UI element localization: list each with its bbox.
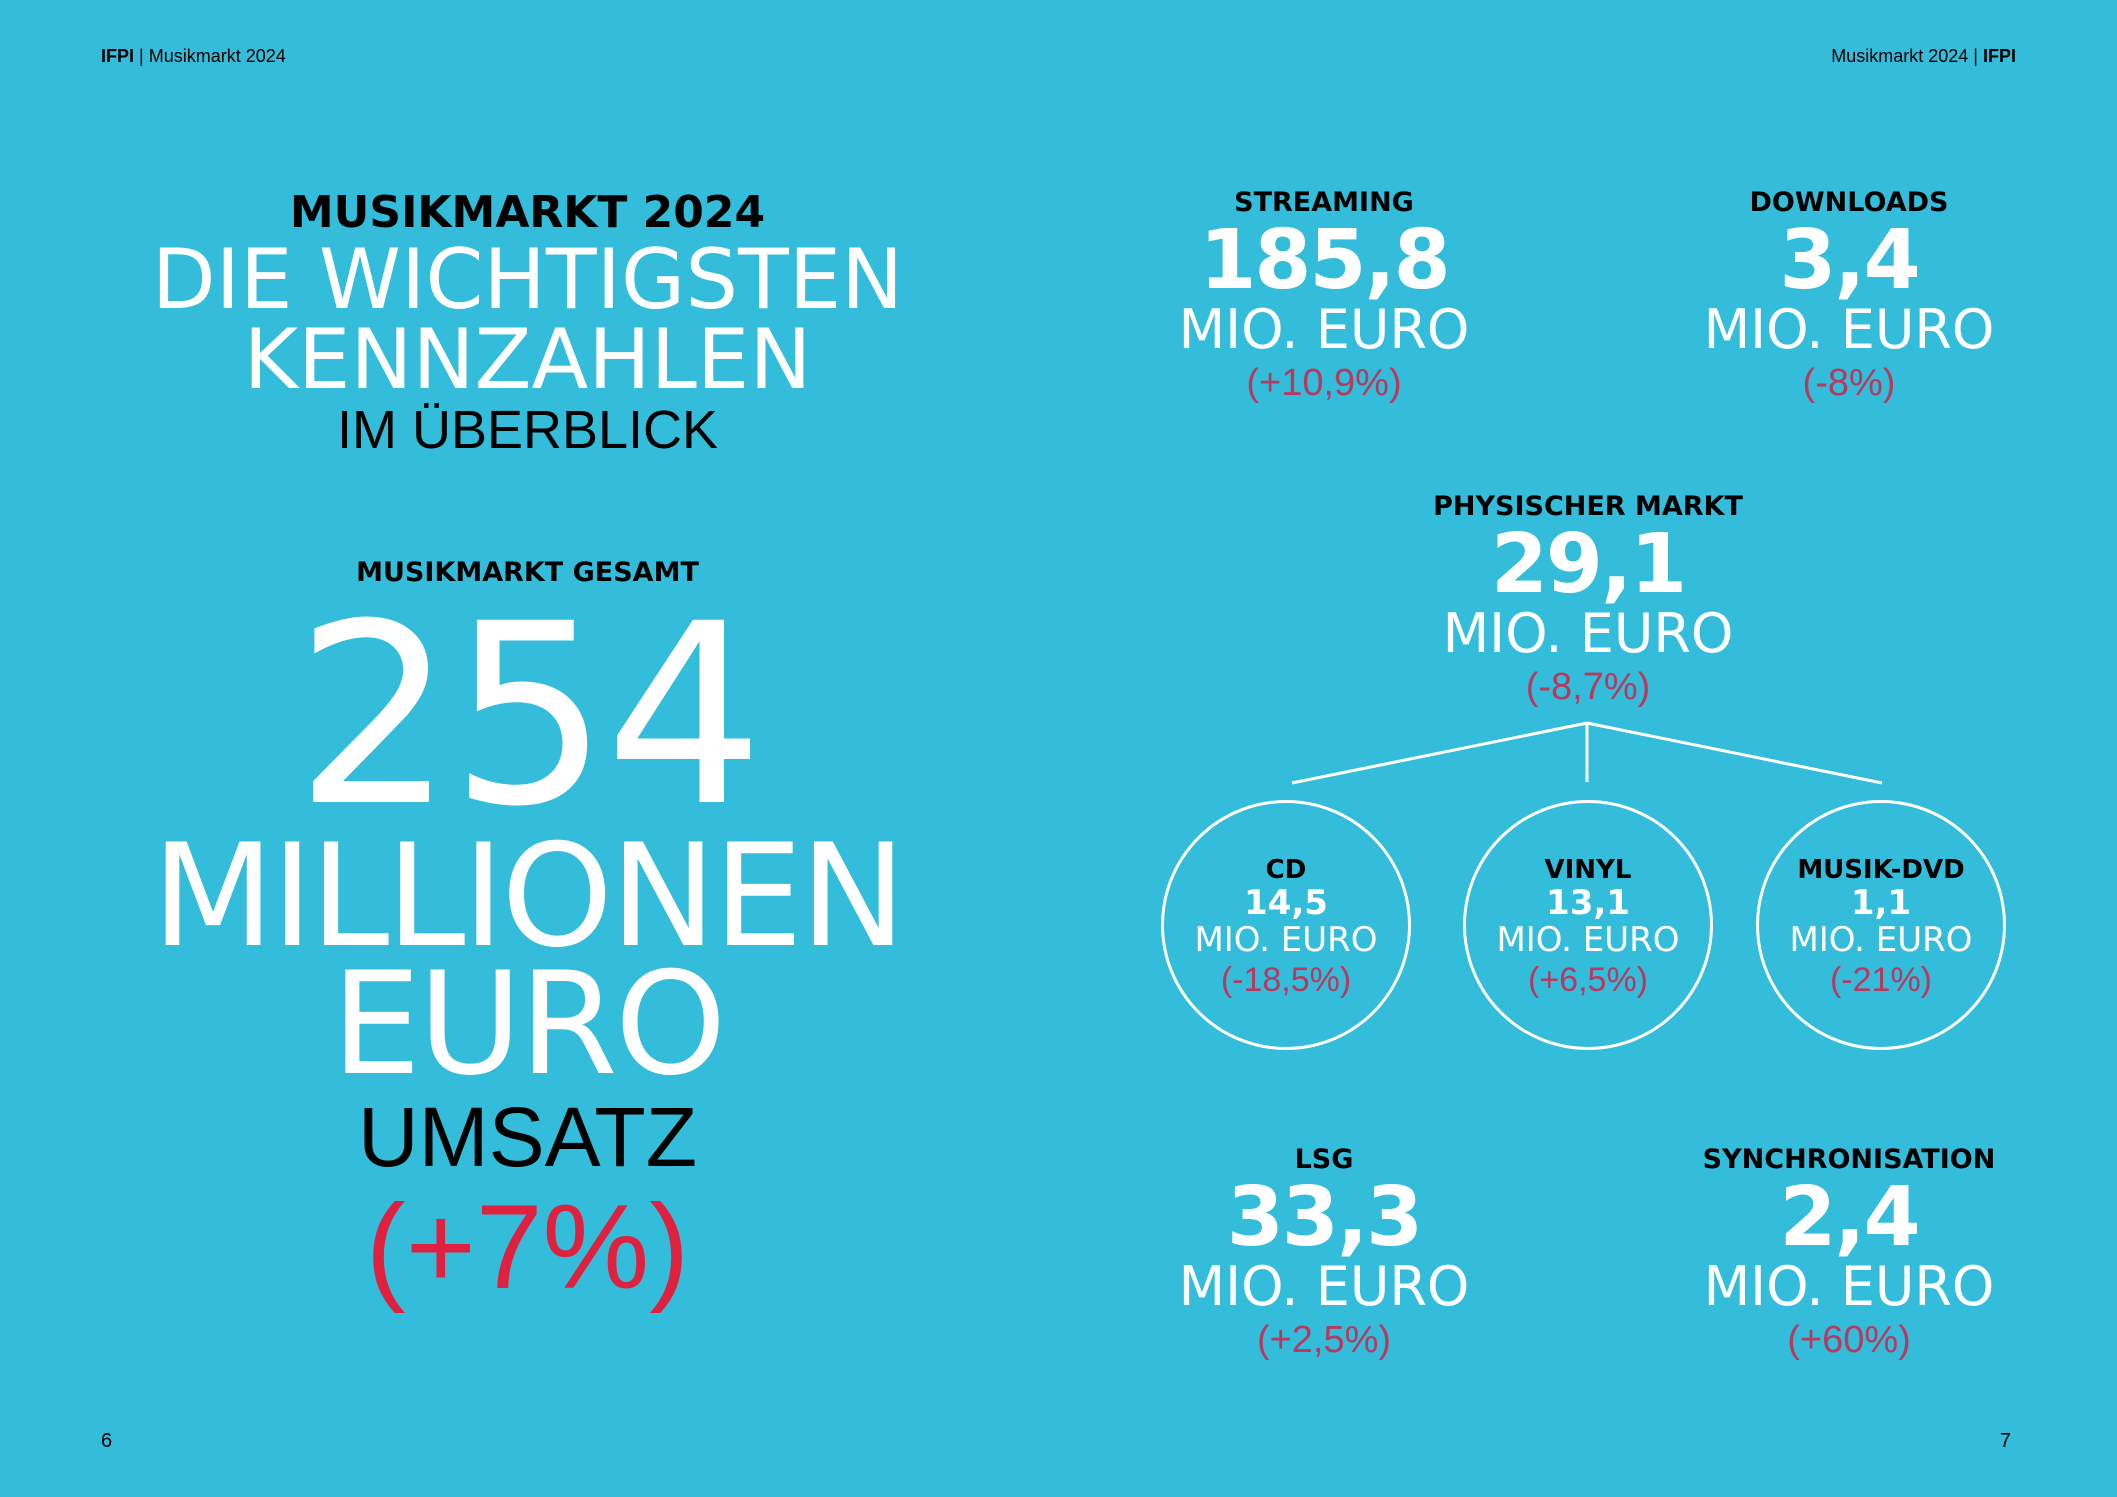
total-word: UMSATZ xyxy=(357,1090,698,1184)
kpi-unit: MIO. EURO xyxy=(1178,1255,1470,1318)
kpi-value: 3,4 xyxy=(1779,213,1920,308)
header-left: IFPI | Musikmarkt 2024 xyxy=(101,46,286,66)
kpi-streaming: STREAMING 185,8 MIO. EURO (+10,9%) xyxy=(1134,186,1514,408)
kpi-synchronisation: SYNCHRONISATION 2,4 MIO. EURO (+60%) xyxy=(1659,1143,2039,1365)
circle-value: 1,1 xyxy=(1850,883,1912,923)
kpi-label: LSG xyxy=(1294,1144,1354,1175)
kpi-unit: MIO. EURO xyxy=(1703,1255,1995,1318)
kpi-value: 33,3 xyxy=(1226,1170,1423,1265)
kpi-unit: MIO. EURO xyxy=(1442,602,1734,665)
connector-line-cd xyxy=(1291,721,1588,785)
kpi-change: (+2,5%) xyxy=(1256,1319,1392,1361)
kpi-downloads: DOWNLOADS 3,4 MIO. EURO (-8%) xyxy=(1659,186,2039,408)
kpi-label: STREAMING xyxy=(1234,187,1414,218)
total-unit-millionen: MILLIONEN xyxy=(151,814,906,979)
total-value: 254 xyxy=(294,570,764,861)
kpi-unit: MIO. EURO xyxy=(1178,298,1470,361)
circle-change: (-21%) xyxy=(1829,961,1933,999)
circle-change: (-18,5%) xyxy=(1220,961,1352,999)
kpi-change: (-8%) xyxy=(1802,362,1896,404)
kpi-unit: MIO. EURO xyxy=(1703,298,1995,361)
circle-label: CD xyxy=(1265,855,1307,885)
header-title: Musikmarkt 2024 xyxy=(148,46,286,66)
kpi-label: SYNCHRONISATION xyxy=(1702,1144,1996,1175)
kpi-change: (+10,9%) xyxy=(1246,362,1402,404)
circle-cd: CD 14,5 MIO. EURO (-18,5%) xyxy=(1161,800,1411,1050)
circle-unit: MIO. EURO xyxy=(1496,920,1680,960)
title-year: MUSIKMARKT 2024 xyxy=(289,187,766,238)
circle-unit: MIO. EURO xyxy=(1789,920,1973,960)
page-number-left: 6 xyxy=(101,1430,113,1452)
kpi-change: (-8,7%) xyxy=(1525,666,1651,708)
title-main-line1: DIE WICHTIGSTEN xyxy=(151,231,904,328)
total-unit-euro: EURO xyxy=(331,942,726,1107)
brand-logo-text: IFPI xyxy=(1982,46,2016,66)
title-main-line2: KENNZAHLEN xyxy=(243,311,812,408)
kpi-lsg: LSG 33,3 MIO. EURO (+2,5%) xyxy=(1134,1143,1514,1365)
circle-vinyl: VINYL 13,1 MIO. EURO (+6,5%) xyxy=(1463,800,1713,1050)
kpi-value: 2,4 xyxy=(1779,1170,1920,1265)
title-block: MUSIKMARKT 2024 DIE WICHTIGSTEN KENNZAHL… xyxy=(110,187,945,461)
header-title: Musikmarkt 2024 xyxy=(1831,46,1969,66)
kpi-physischer-markt: PHYSISCHER MARKT 29,1 MIO. EURO (-8,7%) xyxy=(1398,490,1778,712)
kpi-change: (+60%) xyxy=(1787,1319,1911,1361)
brand-logo-text: IFPI xyxy=(101,46,135,66)
connector-line-dvd xyxy=(1586,721,1883,785)
kpi-label: DOWNLOADS xyxy=(1749,187,1949,218)
total-block: MUSIKMARKT GESAMT 254 MILLIONEN EURO UMS… xyxy=(110,556,945,1309)
circle-label: MUSIK-DVD xyxy=(1797,855,1965,885)
total-label: MUSIKMARKT GESAMT xyxy=(356,557,699,588)
header-right: Musikmarkt 2024 | IFPI xyxy=(1831,46,2016,66)
circle-change: (+6,5%) xyxy=(1528,961,1648,999)
page-number-right: 7 xyxy=(1999,1430,2011,1452)
kpi-value: 29,1 xyxy=(1490,517,1687,612)
kpi-value: 185,8 xyxy=(1199,213,1450,308)
title-subtitle: IM ÜBERBLICK xyxy=(336,400,719,460)
circle-value: 14,5 xyxy=(1244,883,1328,923)
circle-value: 13,1 xyxy=(1546,883,1630,923)
kpi-label: PHYSISCHER MARKT xyxy=(1433,491,1743,522)
total-change: (+7%) xyxy=(365,1180,690,1314)
circle-unit: MIO. EURO xyxy=(1194,920,1378,960)
circle-musik-dvd: MUSIK-DVD 1,1 MIO. EURO (-21%) xyxy=(1756,800,2006,1050)
circle-label: VINYL xyxy=(1544,855,1632,885)
